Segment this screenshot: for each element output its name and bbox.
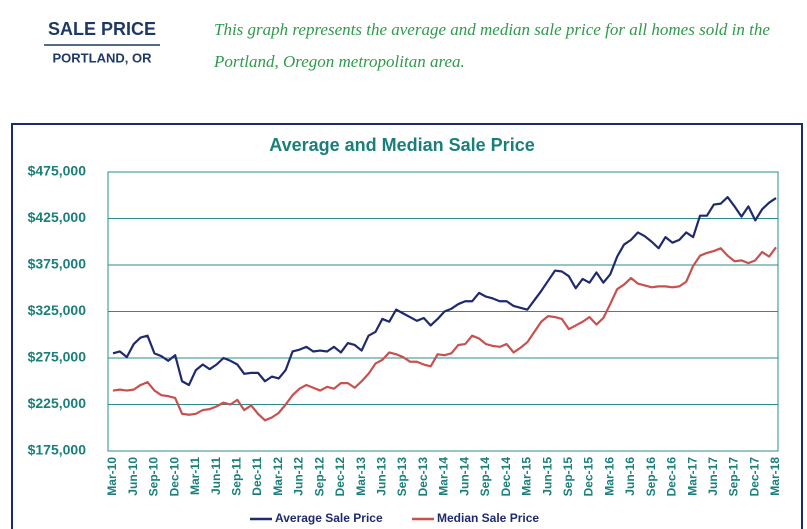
legend-label: Average Sale Price xyxy=(275,511,383,525)
x-tick-label: Dec-15 xyxy=(582,457,596,497)
x-tick-label: Jun-15 xyxy=(540,457,554,496)
x-tick-label: Sep-13 xyxy=(395,457,409,497)
y-tick-label: $425,000 xyxy=(28,209,87,225)
x-tick-label: Jun-13 xyxy=(375,457,389,496)
x-tick-label: Jun-17 xyxy=(706,457,720,496)
x-tick-label: Mar-10 xyxy=(105,457,119,496)
x-tick-label: Jun-12 xyxy=(292,457,306,496)
x-tick-label: Mar-11 xyxy=(188,457,202,495)
x-tick-label: Dec-11 xyxy=(250,457,264,496)
x-tick-label: Mar-18 xyxy=(768,457,782,496)
series-line xyxy=(112,196,777,387)
x-tick-label: Mar-13 xyxy=(354,457,368,496)
chart-title: Average and Median Sale Price xyxy=(269,135,534,155)
legend-label: Median Sale Price xyxy=(437,511,539,525)
x-tick-label: Jun-11 xyxy=(209,457,223,495)
x-tick-label: Sep-14 xyxy=(478,457,492,497)
x-tick-label: Mar-12 xyxy=(271,457,285,496)
x-tick-label: Sep-16 xyxy=(644,457,658,497)
y-tick-label: $225,000 xyxy=(28,395,87,411)
plot-frame xyxy=(107,171,779,452)
x-tick-label: Jun-10 xyxy=(126,457,140,496)
x-tick-label: Sep-17 xyxy=(727,457,741,497)
y-tick-label: $325,000 xyxy=(28,302,87,318)
x-tick-label: Dec-10 xyxy=(167,457,181,497)
header-description: This graph represents the average and me… xyxy=(214,20,770,71)
x-tick-label: Dec-17 xyxy=(747,457,761,497)
x-tick-label: Mar-17 xyxy=(685,457,699,496)
x-tick-label: Sep-10 xyxy=(147,457,161,497)
x-tick-label: Mar-16 xyxy=(602,457,616,496)
y-tick-label: $375,000 xyxy=(28,256,87,272)
y-tick-label: $475,000 xyxy=(28,163,87,179)
header-title: SALE PRICE xyxy=(48,19,156,39)
x-tick-label: Mar-14 xyxy=(437,457,451,496)
x-tick-label: Sep-11 xyxy=(229,457,243,496)
series-line xyxy=(112,246,777,422)
x-tick-label: Dec-16 xyxy=(665,457,679,497)
y-tick-label: $175,000 xyxy=(28,442,87,458)
x-tick-label: Jun-16 xyxy=(623,457,637,496)
x-tick-label: Dec-13 xyxy=(416,457,430,497)
header-subtitle: PORTLAND, OR xyxy=(53,50,153,65)
x-tick-label: Sep-12 xyxy=(312,457,326,497)
x-tick-label: Dec-14 xyxy=(499,457,513,497)
x-tick-label: Jun-14 xyxy=(457,457,471,496)
y-tick-label: $275,000 xyxy=(28,349,87,365)
x-tick-label: Sep-15 xyxy=(561,457,575,497)
x-tick-label: Dec-12 xyxy=(333,457,347,497)
x-tick-label: Mar-15 xyxy=(520,457,534,496)
chart-frame xyxy=(11,123,803,529)
